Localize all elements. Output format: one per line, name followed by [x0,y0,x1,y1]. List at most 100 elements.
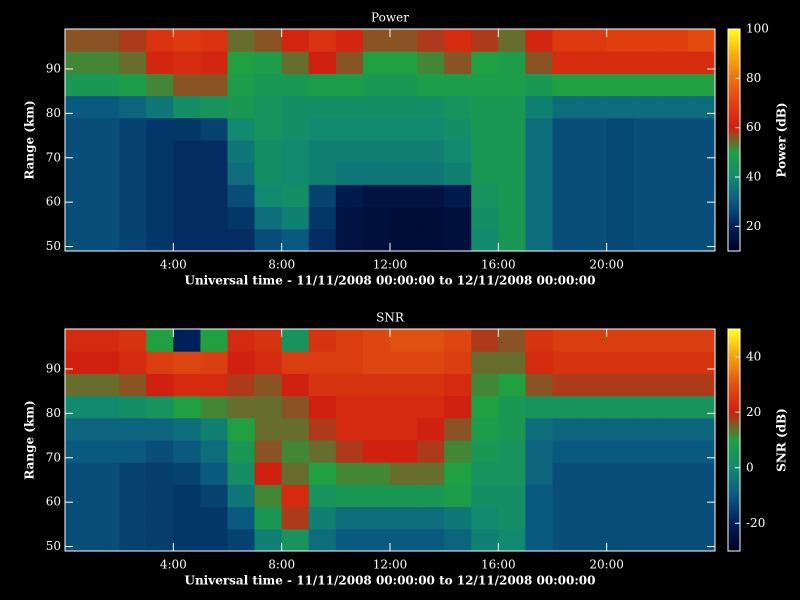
heat-cell [254,117,283,141]
heat-cell [525,373,553,397]
heat-cell [444,117,472,141]
heat-cell [227,95,256,119]
heat-cell [119,484,147,508]
heat-cell [173,95,201,119]
heat-cell [525,484,553,508]
heat-cell [606,51,635,74]
heat-cell [119,329,147,352]
heat-cell [92,140,120,163]
heat-cell [687,373,716,397]
heat-cell [660,51,689,74]
heat-cell [335,162,364,185]
heat-cell [200,329,228,352]
heat-cell [308,29,337,52]
heat-cell [579,140,608,163]
heat-cell [390,140,418,163]
heat-cell [579,162,608,185]
heat-cell [498,373,526,397]
heat-cell [633,73,662,97]
heat-cell [606,117,635,141]
heat-cell [390,484,418,508]
heat-cell [579,184,608,208]
heat-cell [92,206,120,230]
heat-cell [417,51,445,74]
heat-cell [308,51,337,74]
colorbar-tick-label: 100 [746,22,769,36]
heat-cell [308,395,337,419]
heat-cell [92,95,120,119]
heat-cell [173,484,201,508]
heat-cell [308,528,337,552]
heat-cell [65,184,93,208]
heat-cell [146,528,174,552]
heat-cell [471,95,499,119]
heat-cell [498,528,526,552]
heat-cell [200,351,228,374]
heat-cell [146,228,174,252]
colorbar-tick-label: -20 [746,516,765,530]
heat-cell [390,506,418,530]
heat-cell [660,351,689,374]
heat-cell [444,417,472,441]
heat-cell [200,506,228,530]
heat-cell [417,162,445,185]
heat-cell [173,73,201,97]
heat-cell [227,351,256,374]
heat-cell [444,506,472,530]
heat-cell [65,228,93,252]
heat-cell [146,440,174,463]
heat-cell [579,95,608,119]
heat-cell [687,162,716,185]
heat-cell [254,462,283,485]
heat-cell [579,117,608,141]
heat-cell [498,440,526,463]
colorbar-tick-label: 0 [746,460,754,474]
colorbar-tick-label: 80 [746,71,761,85]
y-tick-label: 70 [46,150,61,164]
heat-cell [633,506,662,530]
heat-cell [281,73,310,97]
heat-cell [173,206,201,230]
heat-cell [552,373,581,397]
heat-cell [200,440,228,463]
heat-cell [417,29,445,52]
heat-cell [633,329,662,352]
heat-cell [687,184,716,208]
heat-cell [579,351,608,374]
heat-cell [92,373,120,397]
heat-cell [119,373,147,397]
heat-cell [200,95,228,119]
heat-cell [687,51,716,74]
heat-cell [335,395,364,419]
heat-cell [525,395,553,419]
heat-cell [444,29,472,52]
heat-cell [525,140,553,163]
heat-cell [308,140,337,163]
heat-cell [335,417,364,441]
heat-cell [281,184,310,208]
heat-cell [579,395,608,419]
heat-cell [633,162,662,185]
heat-cell [633,440,662,463]
heat-cell [362,228,391,252]
chart-title: SNR [376,311,405,325]
heat-cell [417,140,445,163]
heat-cell [119,528,147,552]
heat-cell [687,462,716,485]
heat-cell [552,395,581,419]
heat-cell [308,228,337,252]
heat-cell [687,506,716,530]
heat-cell [687,484,716,508]
heat-cell [390,440,418,463]
heat-cell [362,140,391,163]
heat-cell [146,51,174,74]
y-tick-label: 80 [46,106,61,120]
heat-cell [281,51,310,74]
heat-cell [308,184,337,208]
heat-cell [471,51,499,74]
heat-cell [227,184,256,208]
heat-cell [498,140,526,163]
heat-cell [200,462,228,485]
heat-cell [498,329,526,352]
heat-cell [471,395,499,419]
